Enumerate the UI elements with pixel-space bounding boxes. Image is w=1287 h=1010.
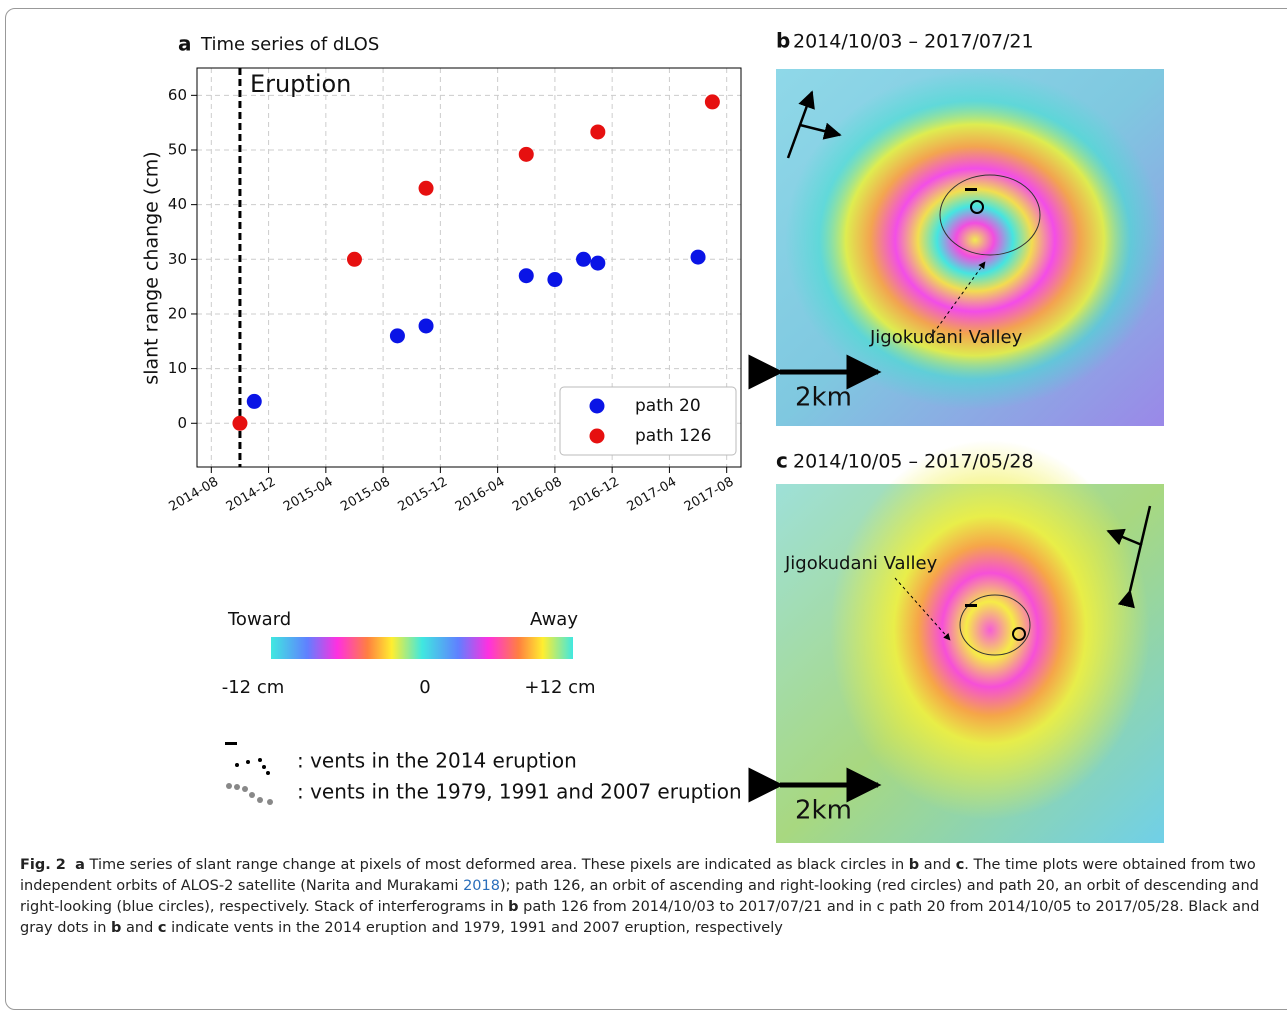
point	[418, 318, 434, 334]
point	[418, 180, 434, 196]
chart-title: Time series of dLOS	[200, 34, 379, 55]
point	[389, 328, 405, 344]
x-tick-label: 2014-12	[224, 475, 279, 515]
point	[232, 415, 248, 431]
point	[346, 251, 362, 267]
y-tick-label: 20	[168, 304, 187, 322]
x-tick-label: 2015-08	[338, 475, 393, 515]
caption-bold: b	[908, 857, 920, 873]
point	[518, 268, 534, 284]
y-tick-label: 10	[168, 359, 187, 377]
point	[246, 393, 262, 409]
colorbar-tick: +12 cm	[524, 677, 595, 698]
colorbar-tick: 0	[419, 677, 430, 698]
x-tick-label: 2017-04	[625, 475, 680, 515]
panel-title: 2014/10/05 – 2017/05/28	[793, 451, 1034, 473]
interferogram-c	[748, 440, 1164, 843]
caption-text: and	[126, 920, 154, 936]
caption-bold: b	[508, 899, 519, 915]
point	[690, 249, 706, 265]
panel-label: a	[178, 32, 192, 56]
panel-title: 2014/10/03 – 2017/07/21	[793, 31, 1034, 53]
colorbar-title: Away	[530, 609, 578, 630]
caption-text: Time series of slant range change at pix…	[89, 857, 905, 873]
caption-bold: c	[955, 857, 965, 873]
annotation: Jigokudani Valley	[869, 327, 1023, 348]
y-tick-label: 30	[168, 250, 187, 268]
point	[590, 124, 606, 140]
y-tick-label: 40	[168, 195, 187, 213]
colorbar	[271, 637, 573, 659]
scale-label: 2km	[795, 383, 852, 413]
caption-text: and	[923, 857, 952, 873]
caption-text: indicate vents in the 2014 eruption and …	[171, 920, 783, 936]
point	[590, 255, 606, 271]
annotation: Eruption	[250, 70, 351, 98]
figure: b 2014/10/03 – 2017/07/21 Jigokudani Val…	[141, 29, 1165, 843]
x-tick-label: 2016-12	[567, 475, 622, 515]
vent-legend-text: : vents in the 1979, 1991 and 2007 erupt…	[297, 780, 742, 804]
caption-text: ); path 126, an orbit of ascending and r…	[20, 878, 1259, 915]
legend-label: path 20	[635, 396, 701, 416]
x-tick-label: 2015-12	[396, 475, 451, 515]
reference-link[interactable]: 2018	[463, 878, 500, 894]
colorbar-title: Toward	[227, 609, 291, 630]
y-axis-label: slant range change (cm)	[141, 151, 163, 384]
y-tick-label: 50	[168, 140, 187, 158]
panel-label: c	[776, 449, 788, 473]
panel-label: b	[776, 29, 790, 53]
caption-bold: a	[75, 857, 85, 873]
legend-marker	[589, 428, 605, 444]
point	[518, 146, 534, 162]
caption-bold: b	[111, 920, 122, 936]
vent-symbol	[225, 742, 273, 805]
y-tick-label: 60	[168, 86, 187, 104]
x-tick-label: 2016-04	[453, 475, 508, 515]
x-tick-label: 2014-08	[167, 475, 222, 515]
annotation: Jigokudani Valley	[784, 553, 938, 574]
plot: 0 10 20 30 40 50 60 2014-08 2014-12 2015-04 2015-0…	[167, 67, 742, 515]
point	[704, 94, 720, 110]
plot-frame	[196, 67, 742, 468]
x-tick-label: 2015-04	[281, 475, 336, 515]
legend-label: path 126	[635, 426, 712, 446]
x-tick-label: 2017-08	[682, 475, 737, 515]
scale-label: 2km	[795, 796, 852, 826]
legend-marker	[589, 398, 605, 414]
caption-text: . The time plots were obtained from two …	[20, 857, 1256, 894]
caption-text: path 126 from 2014/10/03 to 2017/07/21 a…	[20, 899, 1260, 936]
page: b 2014/10/03 – 2017/07/21 Jigokudani Val…	[5, 8, 1287, 1010]
vent-legend-text: : vents in the 2014 eruption	[297, 749, 577, 773]
point	[576, 251, 592, 267]
caption-bold: c	[157, 920, 167, 936]
x-tick-label: 2016-08	[510, 475, 565, 515]
interferogram-b	[748, 69, 1165, 426]
figure-label: Fig. 2	[20, 857, 66, 873]
point	[547, 272, 563, 288]
caption: Fig. 2 a Time series of slant range chan…	[20, 855, 1275, 939]
colorbar-tick: -12 cm	[222, 677, 285, 698]
y-tick-label: 0	[177, 414, 187, 432]
